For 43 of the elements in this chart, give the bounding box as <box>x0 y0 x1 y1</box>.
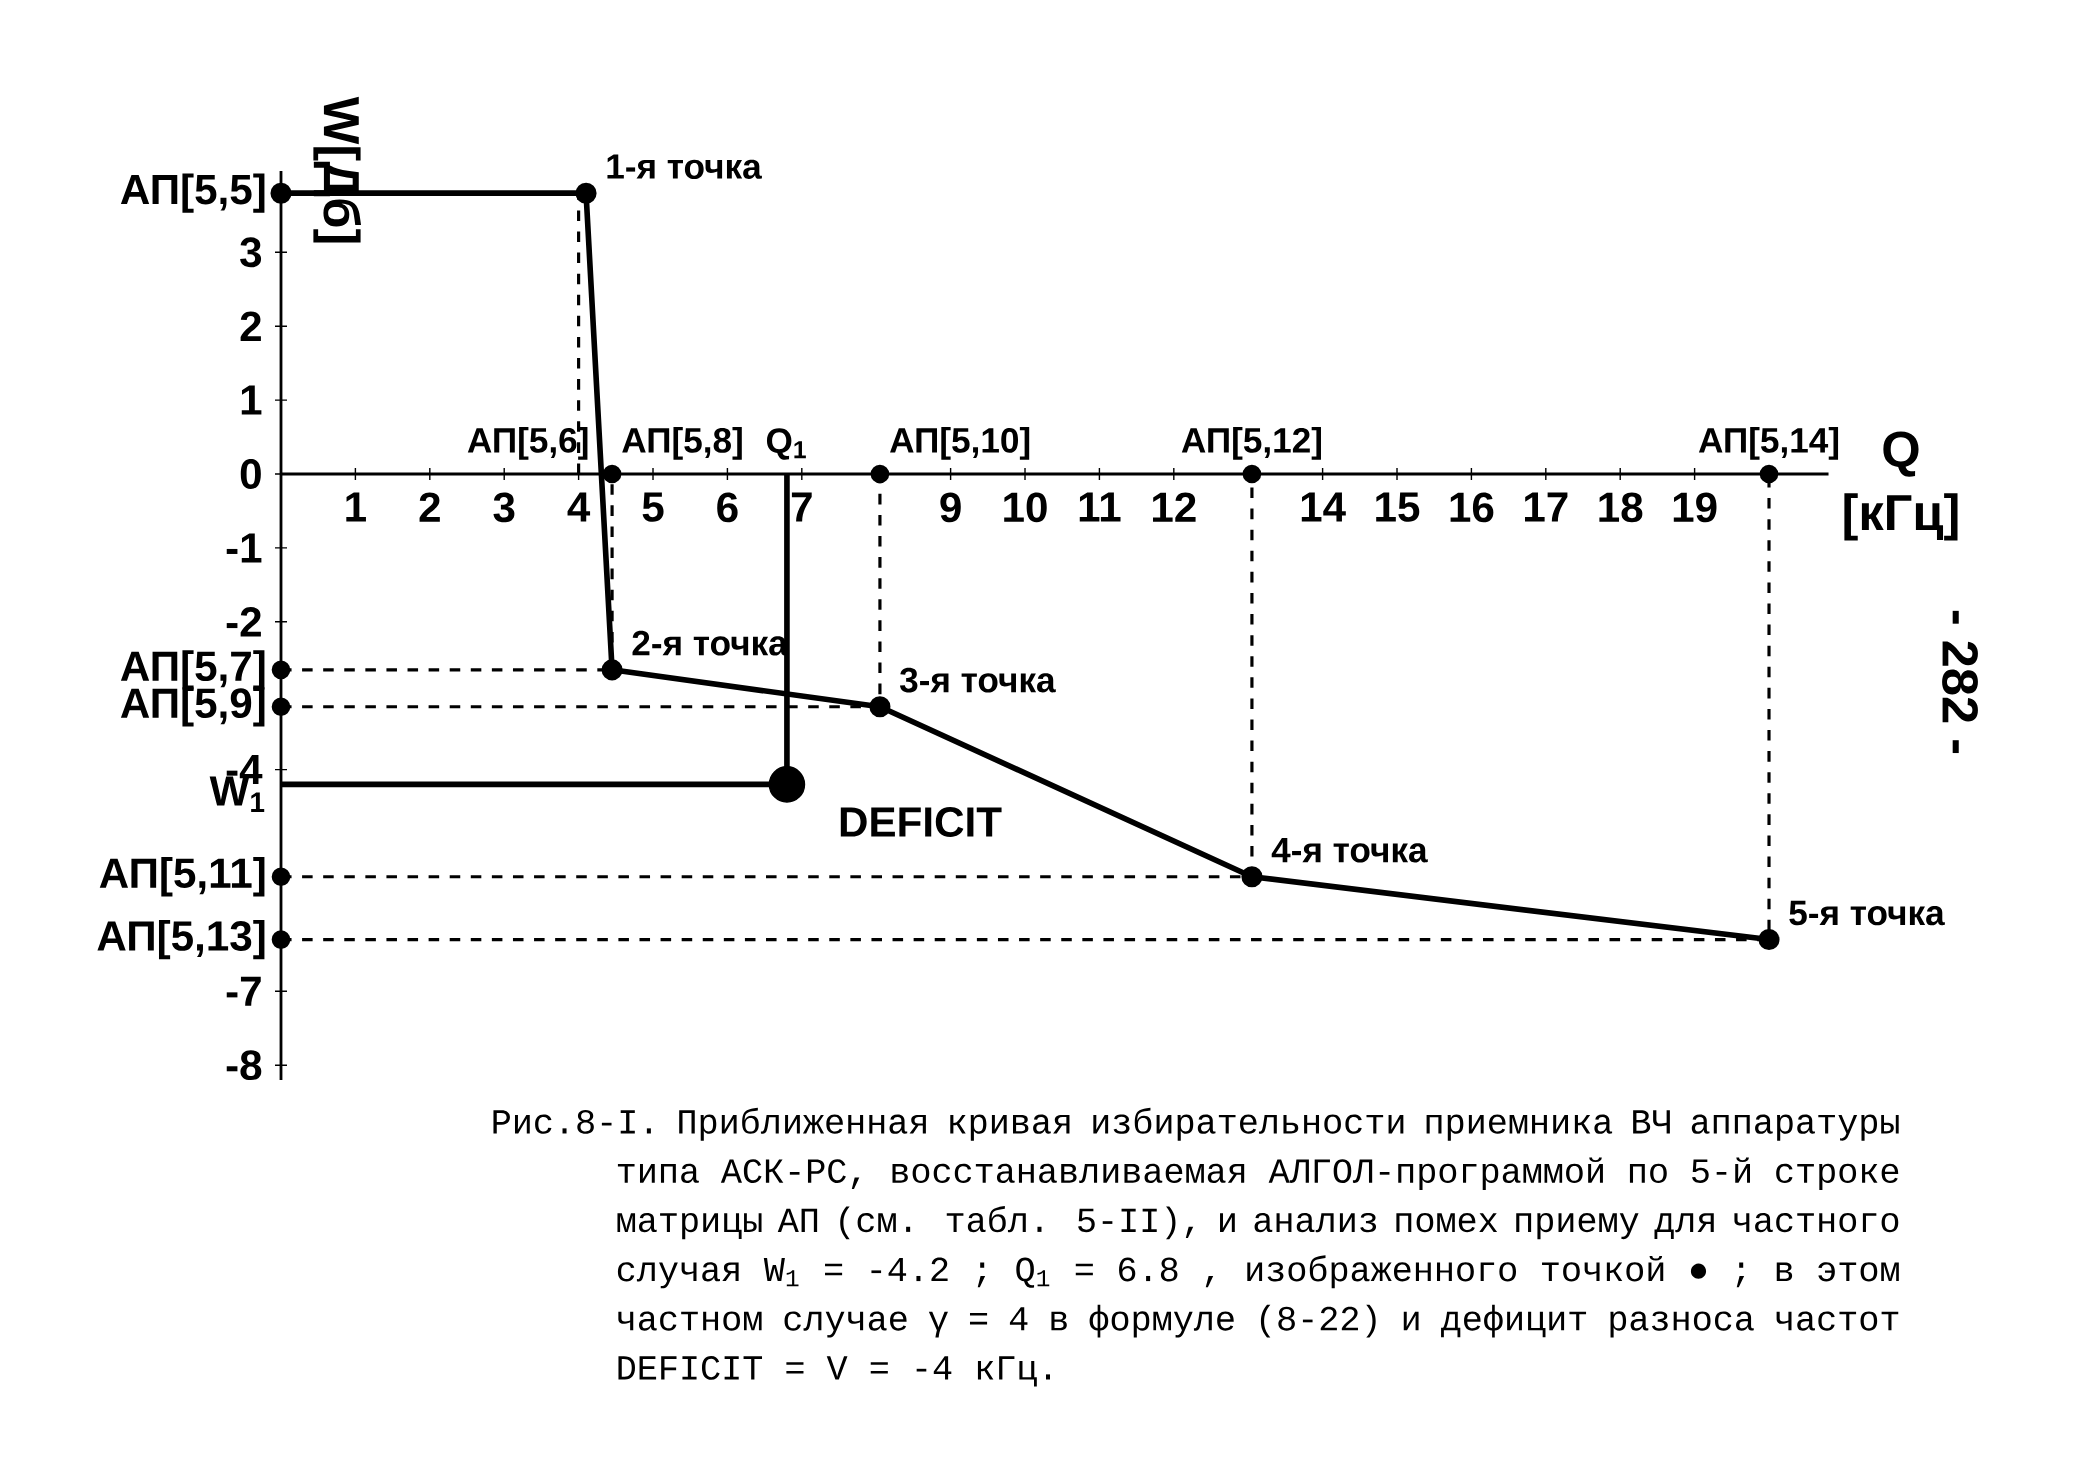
annotation: 4-я точка <box>1271 837 1428 863</box>
x-tick-label: 4 <box>567 492 591 522</box>
x-tick-label: 3 <box>493 492 515 523</box>
x-axis-title: Q [кГц] <box>1844 431 1958 541</box>
y-tick-label: 3 <box>240 237 262 268</box>
x-tick-label: 18 <box>1599 492 1643 523</box>
annotation: 3-я точка <box>899 667 1056 693</box>
annotation: АП[5,13] <box>97 919 265 960</box>
annotation: АП[5,10] <box>890 427 1030 460</box>
y-tick-label: -2 <box>226 607 261 637</box>
annotation: АП[5,8] <box>622 427 742 460</box>
y-tick-label: -8 <box>226 1050 262 1081</box>
y-tick-label: 0 <box>240 459 261 489</box>
text: - 282 - <box>1942 610 1978 754</box>
annotation: 5-я точка <box>1789 900 1945 926</box>
annotation: АП[5,11] <box>99 857 265 897</box>
text: Рис.8-I. Приближенная кривая избирательности приемника ВЧ аппаратуры типа АСК-РС, восстанавливаемая АЛГОЛ-программой по 5-й строке матрицы АП (см. табл. 5-II), и анализ помех приему для частного случая W$_{1}$ = -4.2 ; Q$_{1}$ = 6.8 , изображенного точкой ● ; в этом частном случае γ = 4 в формуле (8-22) и дефицит разноса частот DEFICIT = V = -4 кГц. <box>493 1107 1899 1387</box>
x-tick-label: 1 <box>346 492 366 522</box>
x-tick-label: 5 <box>642 492 664 522</box>
annotation: DEFICIT <box>840 807 1002 837</box>
y-tick-label: 1 <box>241 385 262 415</box>
y-axis-title: W[Дб] <box>313 96 362 243</box>
annotation: АП[5,12] <box>1181 427 1321 460</box>
annotation: 1-я точка <box>607 154 762 179</box>
y-tick-label: 2 <box>240 311 261 341</box>
x-tick-label: 11 <box>1079 492 1121 522</box>
x-tick-label: 14 <box>1301 492 1346 522</box>
x-tick-label: 7 <box>791 492 812 522</box>
x-tick-label: 9 <box>940 492 961 523</box>
annotation: АП[5,6] <box>467 427 588 460</box>
annotation: АП[5,5] <box>120 173 265 213</box>
x-tick-label: 2 <box>419 492 440 522</box>
x-tick-label: 6 <box>717 492 738 523</box>
x-tick-label: 12 <box>1153 492 1196 522</box>
annotation: Q$_{1}$ <box>766 428 806 460</box>
x-tick-label: 16 <box>1450 492 1494 523</box>
x-tick-label: 19 <box>1673 492 1717 523</box>
y-tick-label: -7 <box>226 976 261 1006</box>
annotation: АП[5,14] <box>1698 427 1839 460</box>
x-tick-label: 17 <box>1525 492 1568 522</box>
y-tick-label: -1 <box>226 533 262 563</box>
x-tick-label: 15 <box>1376 492 1420 522</box>
x-tick-label: 10 <box>1004 492 1047 523</box>
